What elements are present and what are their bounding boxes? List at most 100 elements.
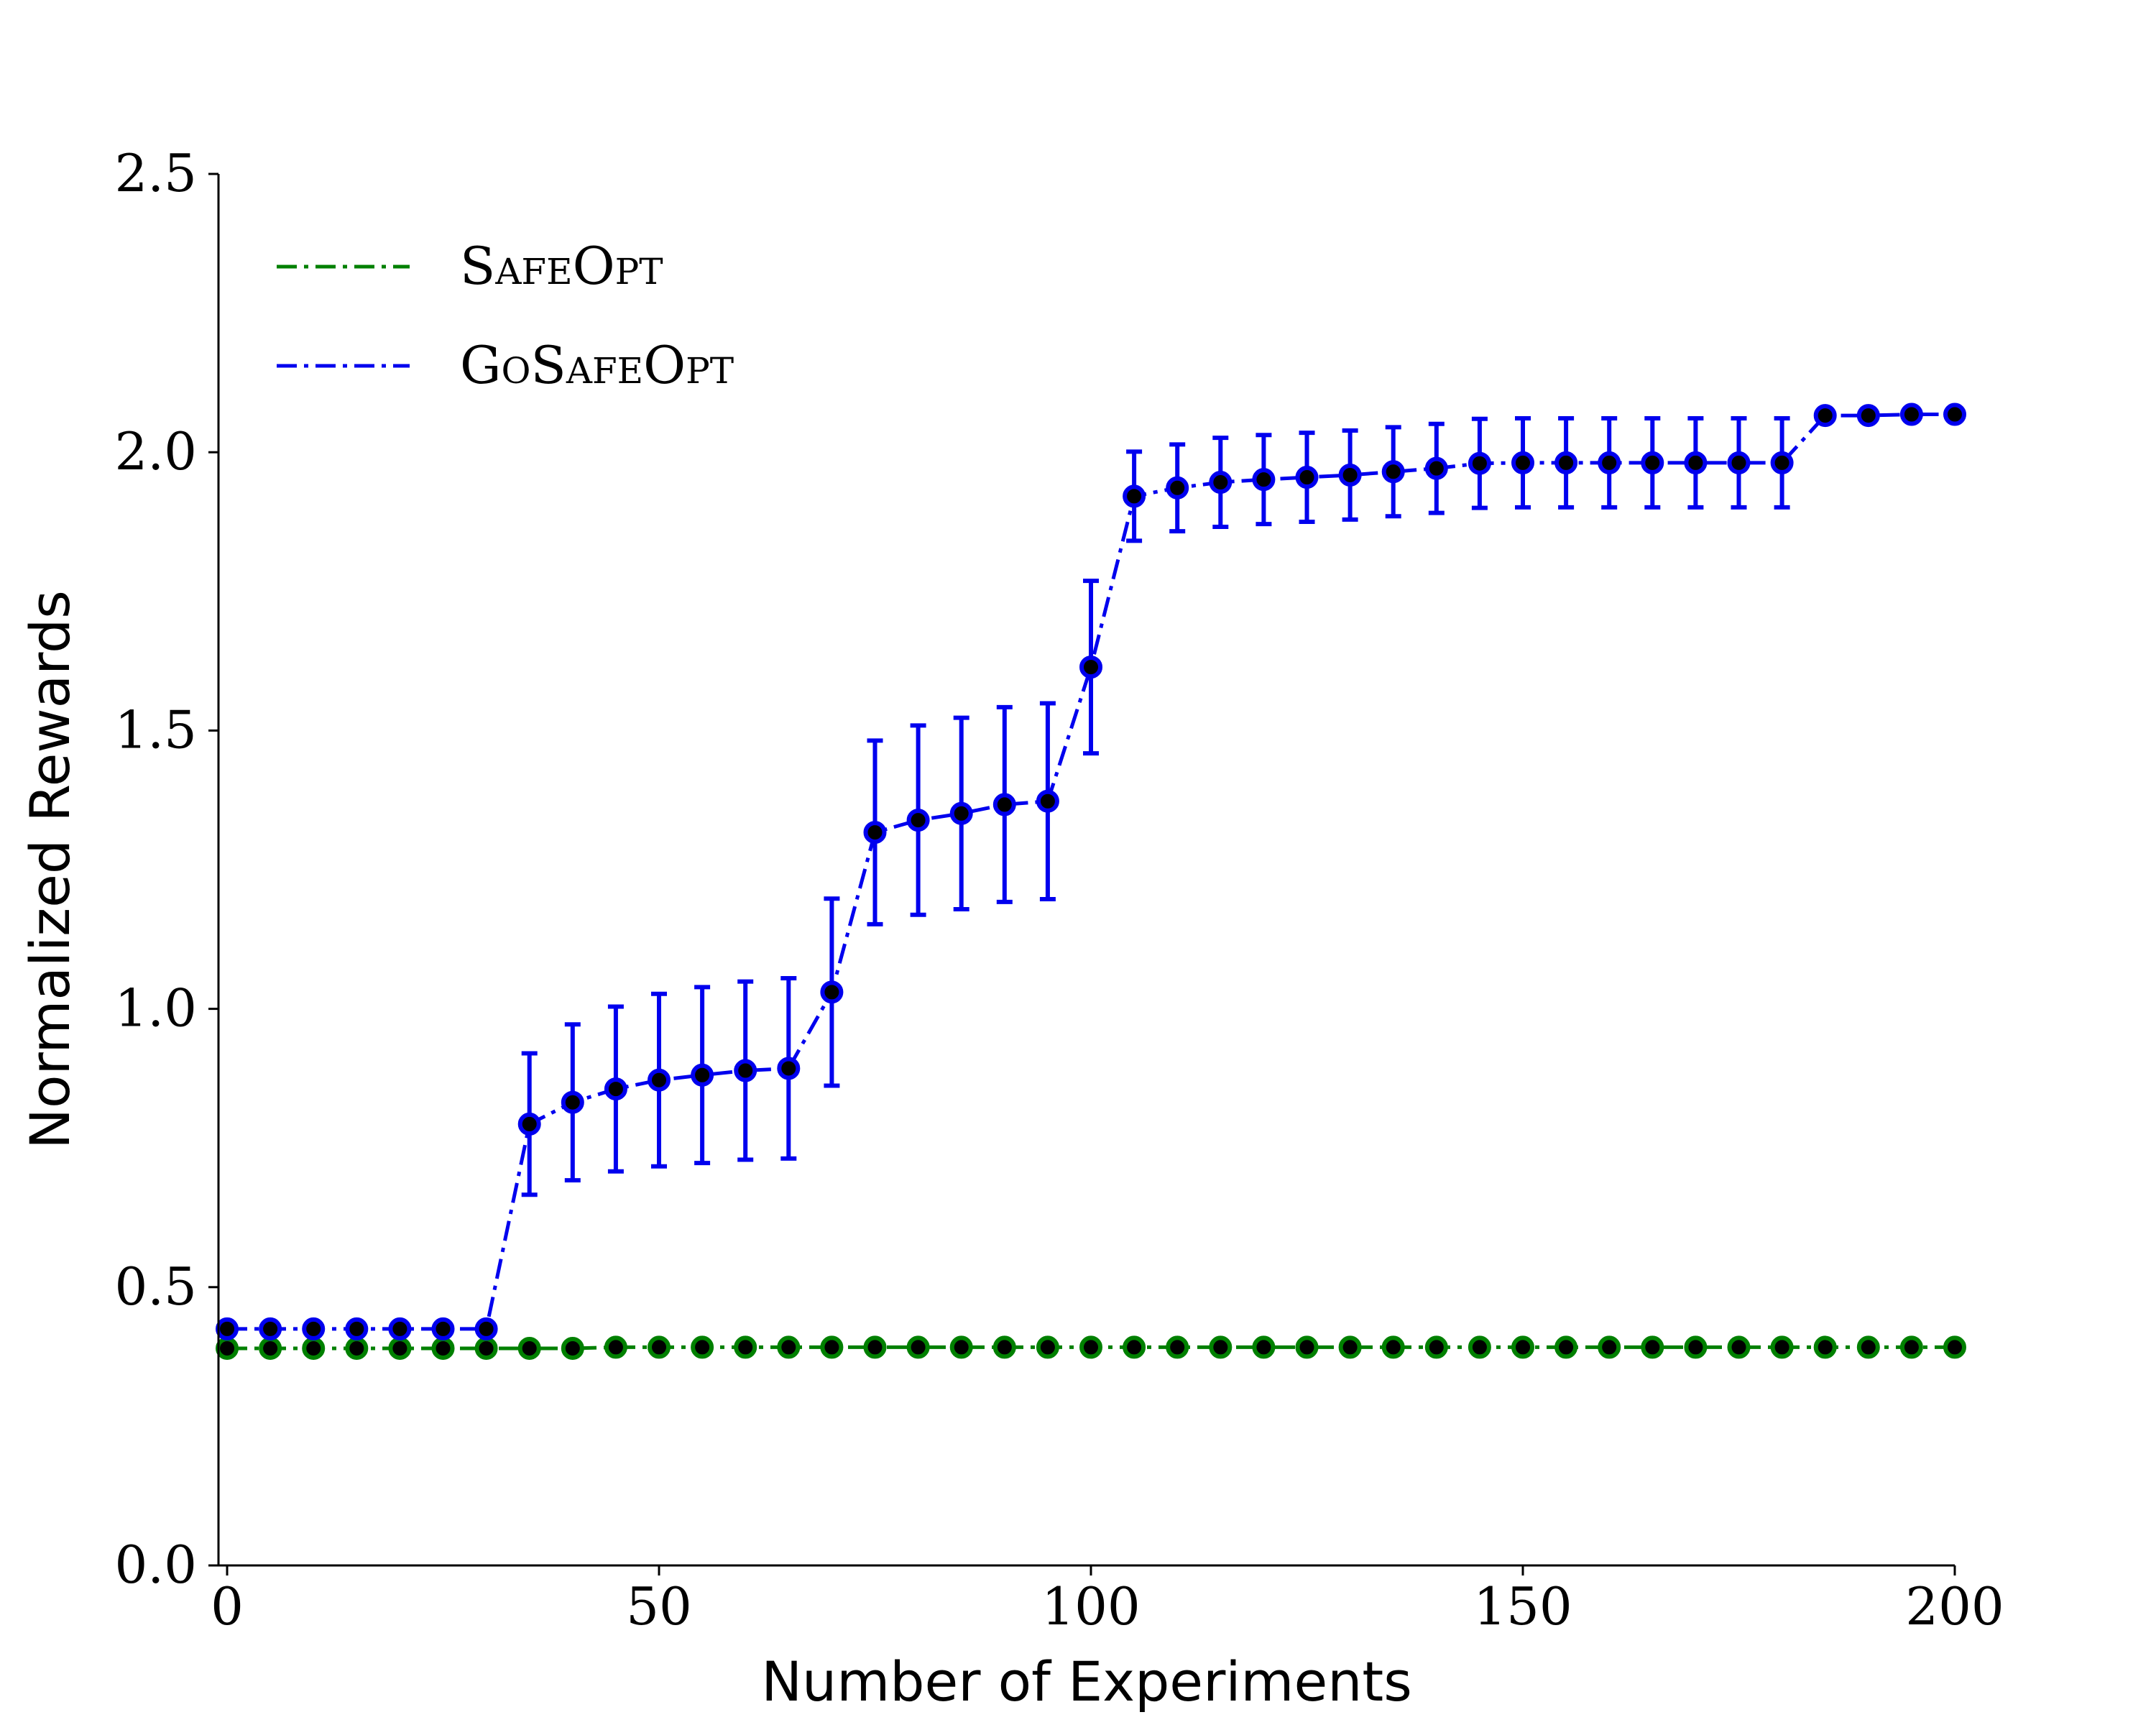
data-point (1770, 1335, 1794, 1359)
data-point (949, 1335, 973, 1359)
data-point (302, 1336, 326, 1360)
data-point (1424, 456, 1448, 480)
data-point (1554, 451, 1578, 474)
y-tick-label: 2.0 (114, 421, 197, 482)
data-point (734, 1059, 757, 1082)
y-tick-label: 0.5 (114, 1256, 197, 1317)
x-tick-label: 100 (1041, 1576, 1140, 1637)
data-point (1381, 460, 1405, 484)
data-point (1727, 1335, 1751, 1359)
data-point (906, 809, 930, 832)
x-tick-label: 50 (626, 1576, 692, 1637)
data-point (691, 1335, 714, 1359)
data-point (1166, 1335, 1189, 1359)
x-ticks: 0 50 100 150 200 (211, 1565, 2004, 1637)
data-point (1079, 656, 1103, 679)
data-point (561, 1336, 584, 1360)
data-point (1943, 402, 1966, 426)
data-point (1381, 1335, 1405, 1359)
data-point (1641, 451, 1664, 474)
data-point (1123, 484, 1146, 508)
data-point (1166, 476, 1189, 500)
data-point (1727, 451, 1751, 474)
data-point (863, 1335, 887, 1359)
legend: SafeOpt GoSafeOpt (277, 236, 734, 395)
data-point (906, 1335, 930, 1359)
data-point (561, 1090, 584, 1114)
data-point (345, 1317, 369, 1340)
data-point (388, 1336, 412, 1360)
x-axis-label: Number of Experiments (761, 1650, 1412, 1714)
axes: 0 50 100 150 200 0.0 0.5 1.0 1.5 2.0 2.5 (114, 143, 2004, 1637)
data-point (734, 1335, 757, 1359)
data-point (820, 1335, 844, 1359)
data-point (1079, 1335, 1103, 1359)
data-point (1123, 1335, 1146, 1359)
data-point (992, 1335, 1016, 1359)
data-point (216, 1317, 239, 1340)
x-tick-label: 150 (1473, 1576, 1572, 1637)
legend-label: GoSafeOpt (460, 335, 734, 395)
data-point (1252, 468, 1276, 492)
data-point (431, 1317, 455, 1340)
data-point (1770, 451, 1794, 474)
y-tick-label: 0.0 (114, 1535, 197, 1595)
data-point (1899, 402, 1923, 426)
data-point (863, 821, 887, 845)
x-tick-label: 200 (1905, 1576, 2004, 1637)
data-point (1036, 1335, 1059, 1359)
data-point (1209, 471, 1233, 494)
data-point (474, 1317, 498, 1340)
data-point (1036, 789, 1059, 813)
data-point (949, 801, 973, 825)
data-point (604, 1077, 627, 1101)
data-point (1943, 1335, 1966, 1359)
data-point (1554, 1335, 1578, 1359)
legend-label: SafeOpt (460, 236, 663, 296)
data-point (1813, 404, 1837, 428)
data-point (648, 1335, 671, 1359)
series-gosafeopt (216, 402, 1966, 1340)
y-ticks: 0.0 0.5 1.0 1.5 2.0 2.5 (114, 143, 218, 1595)
data-point (777, 1335, 801, 1359)
data-point (604, 1335, 627, 1359)
data-point (648, 1068, 671, 1092)
plot-area (216, 402, 1966, 1360)
data-point (1468, 451, 1491, 475)
y-axis-label: Normalized Rewards (18, 590, 82, 1149)
data-point (1598, 451, 1621, 474)
data-point (1684, 451, 1708, 474)
data-point (388, 1317, 412, 1340)
data-point (1856, 404, 1880, 428)
data-point (1295, 1335, 1319, 1359)
data-point (259, 1336, 282, 1360)
data-point (1511, 1335, 1535, 1359)
data-point (820, 980, 844, 1004)
data-point (517, 1112, 541, 1136)
data-point (1813, 1335, 1837, 1359)
data-point (1338, 1335, 1362, 1359)
series-line (227, 413, 1955, 1331)
y-tick-label: 1.5 (114, 699, 197, 760)
data-point (1598, 1335, 1621, 1359)
data-point (345, 1336, 369, 1360)
data-point (1511, 451, 1535, 474)
y-tick-label: 2.5 (114, 143, 197, 203)
y-tick-label: 1.0 (114, 978, 197, 1039)
data-point (691, 1063, 714, 1087)
data-point (259, 1317, 282, 1340)
data-point (216, 1336, 239, 1360)
data-point (1209, 1335, 1233, 1359)
data-point (1424, 1335, 1448, 1359)
data-point (1295, 466, 1319, 489)
data-point (1856, 1335, 1880, 1359)
data-point (992, 793, 1016, 816)
data-point (1252, 1335, 1276, 1359)
data-point (474, 1336, 498, 1360)
data-point (1899, 1335, 1923, 1359)
data-point (1338, 463, 1362, 487)
data-point (1468, 1335, 1491, 1359)
data-point (517, 1336, 541, 1360)
data-point (1684, 1335, 1708, 1359)
